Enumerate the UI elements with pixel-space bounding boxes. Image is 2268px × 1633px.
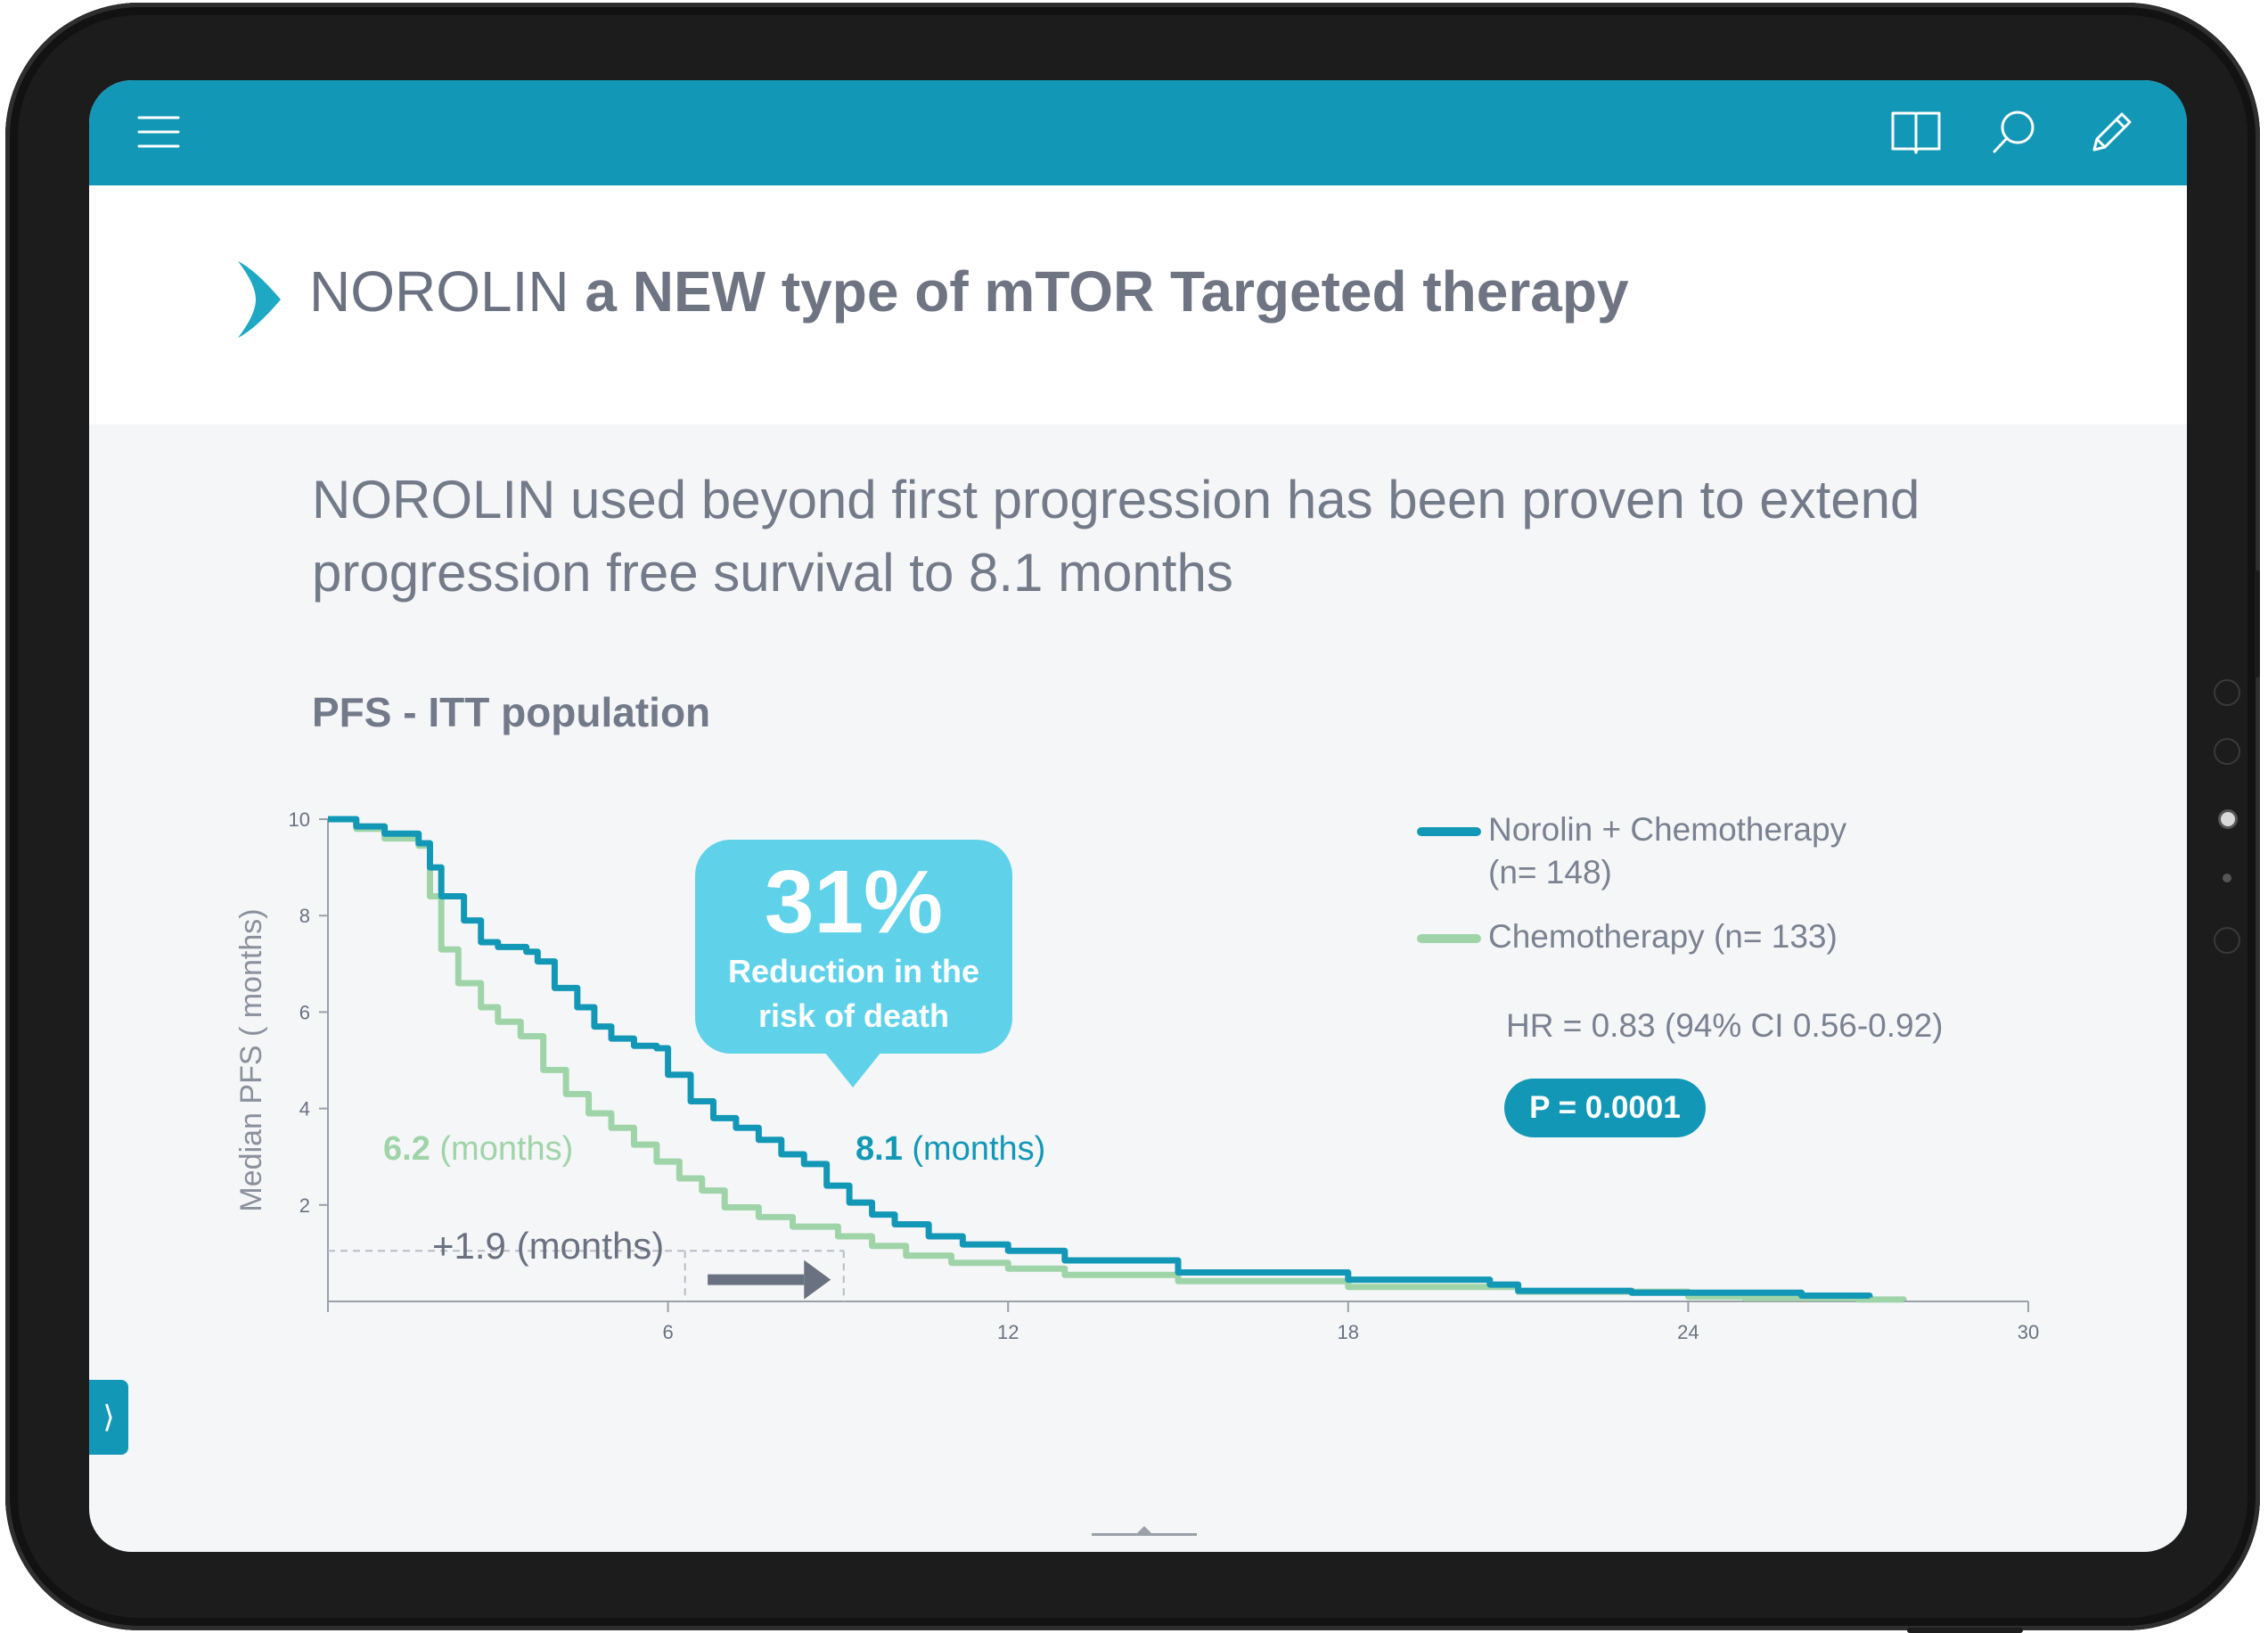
bottom-drawer-handle[interactable] <box>1092 1533 1197 1536</box>
y-tick-label: 4 <box>299 1098 310 1120</box>
bottom-handle-caret-icon <box>1137 1526 1151 1533</box>
x-tick-label: 24 <box>1677 1321 1699 1343</box>
tablet-bottom-button <box>1907 1628 2023 1633</box>
chevron-right-icon <box>238 261 281 338</box>
y-tick-label: 2 <box>299 1194 310 1217</box>
headline-brand: NOROLIN <box>312 470 556 529</box>
pager-dot[interactable] <box>2223 874 2231 882</box>
pencil-icon[interactable] <box>2085 105 2139 159</box>
callout-line-1: Reduction in the <box>728 953 979 989</box>
legend-label-chemo: Chemotherapy (n= 133) <box>1488 918 1838 955</box>
hazard-ratio: HR = 0.83 (94% CI 0.56-0.92) <box>1506 1007 1944 1044</box>
norolin-survival-curve <box>328 816 1873 1300</box>
norolin-median-label: 8.1 (months) <box>856 1130 1045 1169</box>
callout-pointer <box>824 1052 881 1087</box>
page-title: NOROLIN a NEW type of mTOR Targeted ther… <box>309 258 1629 324</box>
tablet-side-button <box>2255 570 2260 677</box>
y-tick-label: 10 <box>289 808 310 831</box>
callout-value: 31% <box>764 852 944 952</box>
pager-dot[interactable] <box>2214 738 2240 765</box>
legend-swatch-norolin <box>1417 827 1481 836</box>
norolin-median-unit: (months) <box>912 1130 1046 1168</box>
drawer-chevron-icon: ⟩ <box>102 1400 115 1434</box>
side-drawer-tab[interactable]: ⟩ <box>89 1380 128 1455</box>
chemo-median-unit: (months) <box>439 1130 574 1168</box>
x-tick-label: 30 <box>2018 1321 2039 1343</box>
y-axis-label: Median PFS ( months) <box>234 908 268 1211</box>
x-tick-label: 12 <box>997 1321 1019 1343</box>
norolin-median-value: 8.1 <box>856 1130 903 1168</box>
title-text: a NEW type of mTOR Targeted therapy <box>585 259 1629 324</box>
page-header: NOROLIN a NEW type of mTOR Targeted ther… <box>89 185 2187 424</box>
hamburger-menu-icon[interactable] <box>132 105 185 159</box>
book-icon[interactable] <box>1889 105 1943 159</box>
callout-line-2: risk of death <box>757 997 950 1034</box>
pager-dot[interactable] <box>2214 679 2240 706</box>
headline: NOROLIN used beyond first progression ha… <box>312 464 2005 610</box>
p-value-badge: P = 0.0001 <box>1504 1079 1706 1137</box>
legend-label-norolin-1: Norolin + Chemotherapy <box>1488 811 1847 848</box>
chemo-median-value: 6.2 <box>383 1130 430 1168</box>
chart-title: PFS - ITT population <box>312 689 711 735</box>
pfs-gain-label: +1.9 (months) <box>432 1225 665 1267</box>
x-tick-label: 6 <box>662 1321 673 1343</box>
gain-arrow-head <box>804 1260 831 1300</box>
pager-dot-active[interactable] <box>2218 809 2238 829</box>
y-tick-label: 8 <box>299 905 310 927</box>
y-tick-label: 6 <box>299 1001 310 1023</box>
app-screen: NOROLIN a NEW type of mTOR Targeted ther… <box>89 80 2187 1552</box>
brand-name: NOROLIN <box>309 259 569 324</box>
x-tick-label: 18 <box>1338 1321 1359 1343</box>
pager-dot[interactable] <box>2214 927 2240 954</box>
risk-reduction-callout: 31% Reduction in the risk of death <box>695 840 1012 1054</box>
chemo-median-label: 6.2 (months) <box>383 1130 573 1169</box>
search-icon[interactable] <box>1987 105 2041 159</box>
headline-text: used beyond first progression has been p… <box>312 470 1920 603</box>
legend-label-norolin-2: (n= 148) <box>1488 854 1612 890</box>
legend-swatch-chemo <box>1417 934 1481 943</box>
top-navigation-bar <box>89 80 2187 185</box>
